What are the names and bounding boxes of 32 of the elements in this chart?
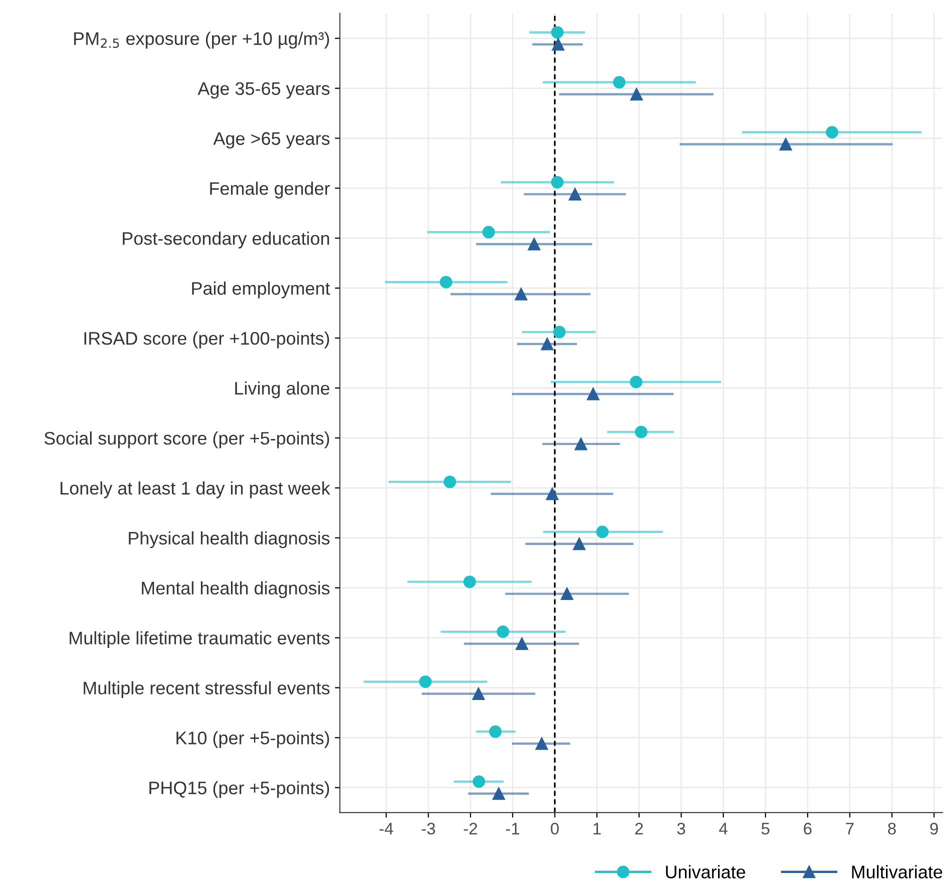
x-tick-label: -1 [506, 822, 520, 834]
y-tick-label: Physical health diagnosis [128, 531, 330, 548]
y-tick-label: PM$_{2.5}$ exposure (per +10 µg/m³) [74, 32, 330, 49]
x-tick-label: 9 [930, 822, 938, 835]
y-tick-label: Mental health diagnosis [142, 581, 330, 598]
y-tick-label: Living alone [235, 381, 330, 398]
x-tick-label: 1 [594, 822, 601, 834]
x-tick-label: -3 [422, 822, 436, 835]
x-tick-label: 5 [762, 822, 770, 835]
x-tick-label: 6 [804, 822, 812, 835]
legend-label: Multivariate [852, 865, 942, 878]
y-tick-label: Multiple lifetime traumatic events [70, 631, 330, 648]
x-tick-label: 4 [719, 822, 728, 834]
x-tick-label: 8 [888, 822, 896, 835]
y-tick-label: Paid employment [192, 282, 330, 298]
y-tick-label: IRSAD score (per +100-points) [84, 332, 330, 348]
x-tick-label: -4 [380, 822, 394, 834]
y-tick-label: Age 35-65 years [198, 82, 330, 99]
y-tick-label: Post-secondary education [122, 232, 329, 248]
y-tick-label: Social support score (per +5-points) [44, 431, 330, 448]
legend-label: Univariate [666, 865, 746, 878]
y-tick-label: Lonely at least 1 day in past week [60, 481, 330, 498]
y-tick-label: PHQ15 (per +5-points) [149, 781, 330, 798]
y-tick-label: Age >65 years [213, 132, 330, 149]
x-tick-label: 0 [550, 822, 559, 835]
x-tick-label: 2 [635, 822, 643, 834]
x-tick-label: 7 [846, 822, 854, 834]
x-tick-label: 3 [677, 822, 686, 835]
x-tick-label: -2 [464, 822, 478, 834]
y-tick-label: Multiple recent stressful events [84, 681, 330, 698]
y-tick-label: K10 (per +5-points) [176, 731, 330, 748]
y-tick-label: Female gender [210, 182, 330, 198]
